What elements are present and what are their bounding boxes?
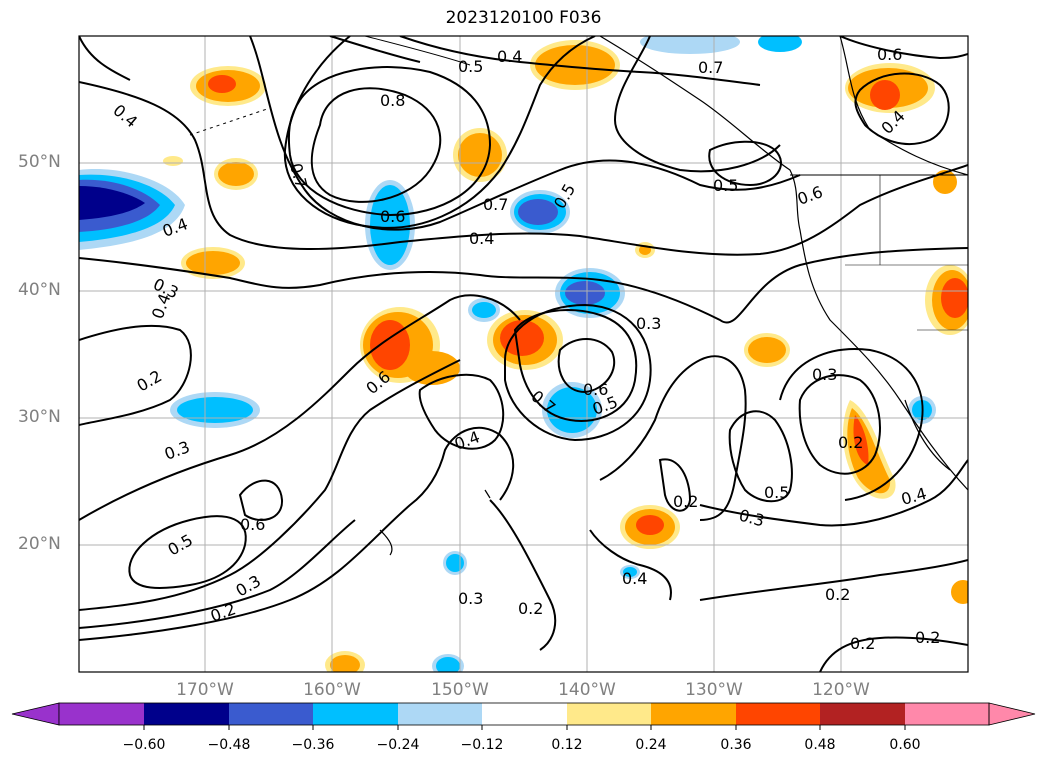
lon-label: 150°W (431, 680, 489, 700)
map-frame (78, 35, 969, 673)
contour-label: 0.2 (673, 492, 698, 511)
contour-label: 0.6 (877, 45, 902, 64)
colorbar-max-arrow (988, 702, 1036, 726)
map-title: 2023120100 F036 (445, 8, 602, 28)
contour-label: 0.5 (764, 483, 789, 502)
lon-label: 170°W (176, 680, 234, 700)
colorbar-tick-label: −0.24 (376, 737, 420, 753)
colorbar-tick-label: −0.36 (291, 737, 335, 753)
lon-label: 120°W (812, 680, 870, 700)
colorbar-tick-label: 0.60 (889, 737, 921, 753)
colorbar-tick-label: −0.12 (460, 737, 504, 753)
contour-label: 0.6 (583, 380, 608, 399)
contour-label: 0.4 (469, 229, 494, 248)
contour-label: 0.8 (380, 91, 405, 110)
lat-label: 30°N (18, 407, 61, 427)
colorbar-tick-label: 0.12 (551, 737, 583, 753)
contour-label: 0.2 (850, 634, 875, 653)
contour-label: 0.2 (518, 599, 543, 618)
contour-label: 0.3 (636, 314, 661, 333)
contour-label: 0.2 (838, 433, 863, 452)
colorbar-tick-label: 0.24 (635, 737, 667, 753)
lat-label: 20°N (18, 534, 61, 554)
contour-label: 0.3 (812, 365, 837, 384)
colorbar-tick-label: 0.36 (720, 737, 752, 753)
contour-label: 0.4 (497, 47, 522, 66)
contour-lines (79, 36, 968, 672)
contour-label: 0.2 (825, 585, 850, 604)
contour-label: 0.7 (698, 58, 723, 77)
lat-label: 40°N (18, 280, 61, 300)
contour-label: 0.6 (380, 207, 405, 226)
lon-label: 140°W (558, 680, 616, 700)
contour-label: 0.5 (713, 176, 738, 195)
colorbar-tick-label: −0.60 (122, 737, 166, 753)
contour-label: 0.3 (458, 589, 483, 608)
positive-blob (190, 66, 266, 106)
contour-label: 0.6 (240, 515, 265, 534)
lon-label: 160°W (303, 680, 361, 700)
colorbar-min-arrow (11, 702, 60, 726)
contour-label: 0.2 (915, 628, 940, 647)
contour-label: 0.4 (622, 569, 647, 588)
lon-label: 130°W (685, 680, 743, 700)
contour-label: 0.7 (483, 195, 508, 214)
colorbar (11, 702, 1036, 730)
colorbar-tick-label: 0.48 (804, 737, 836, 753)
graticule (79, 36, 968, 672)
contour-label: 0.5 (458, 57, 483, 76)
lat-label: 50°N (18, 152, 61, 172)
colorbar-tick-label: −0.48 (207, 737, 251, 753)
